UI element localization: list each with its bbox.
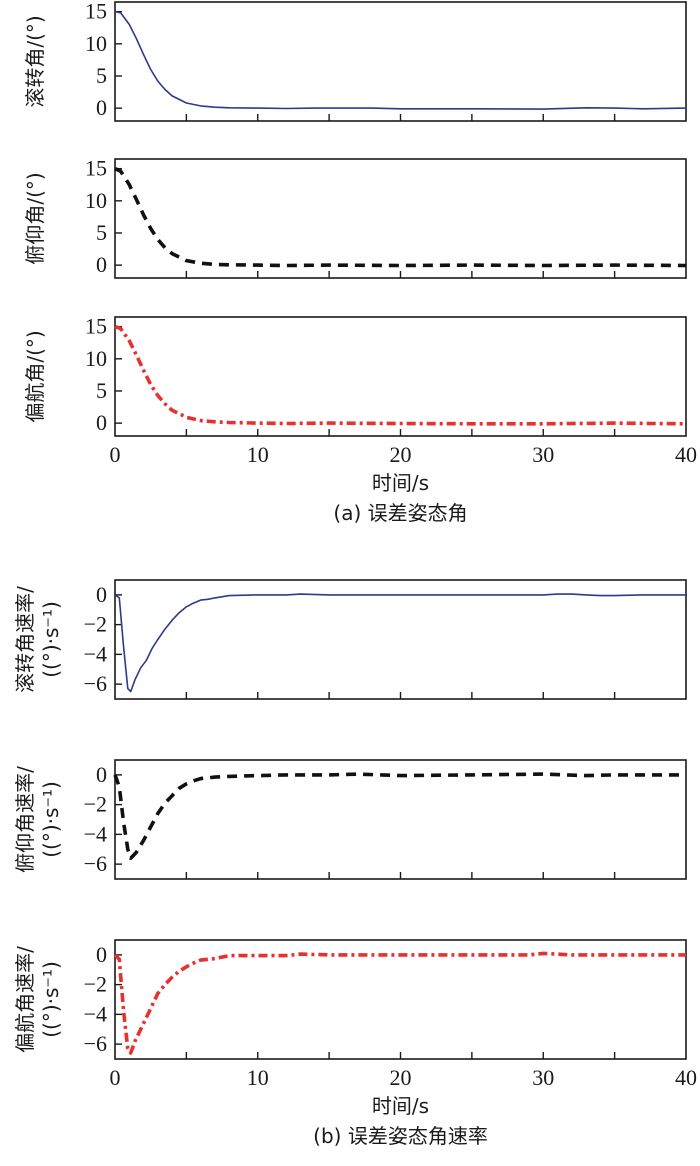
x-tick-label: 0 [110,442,121,467]
y-tick-label: 0 [96,582,107,607]
y-axis-unit-label: ((°)·s⁻¹) [39,961,63,1038]
plot-frame [114,1,687,122]
panel-roll: 0 5 10 15 滚转角/(°) [23,0,687,122]
y-tick-label: 10 [85,188,107,213]
x-tick-label: 20 [390,1065,412,1090]
y-tick-label: −6 [84,1031,107,1056]
y-tick-label: 15 [85,314,107,339]
plot-frame [114,316,687,437]
y-axis-label: 俯仰角/(°) [23,172,47,264]
y-axis-unit-label: ((°)·s⁻¹) [39,601,63,678]
y-axis-label: 偏航角速率/ [13,946,37,1053]
x-tick-label: 10 [247,442,269,467]
plot-frame [114,939,687,1060]
y-axis-label: 滚转角/(°) [23,15,47,107]
x-tick-label: 10 [247,1065,269,1090]
series-line-pitch [114,166,687,268]
x-tick-label: 0 [110,1065,121,1090]
plot-frame [114,579,687,700]
y-tick-label: 0 [96,762,107,787]
series-line-yaw-rate [113,951,686,1055]
y-tick-label: −4 [84,1001,107,1026]
y-tick-label: −6 [84,851,107,876]
plot-frame [114,158,687,279]
series-line-pitch-rate [113,772,686,861]
y-tick-label: 0 [96,410,107,435]
x-tick-label: 40 [675,1065,697,1090]
y-tick-label: −2 [84,972,107,997]
panel-roll-rate: 0 −2 −4 −6 滚转角速率/((°)·s⁻¹) [13,579,687,700]
series-line-roll [114,10,687,110]
y-tick-label: −6 [84,671,107,696]
x-tick-label: 30 [532,1065,554,1090]
series-line-roll-rate [114,593,686,693]
y-axis-label: 滚转角速率/ [13,586,37,693]
x-tick-label: 30 [532,442,554,467]
y-tick-label: 15 [85,156,107,181]
x-tick-label: 40 [675,442,697,467]
y-tick-label: 0 [96,942,107,967]
y-axis-unit-label: ((°)·s⁻¹) [39,781,63,858]
panel-pitch: 0 5 10 15 俯仰角/(°) [23,156,687,279]
figure-caption: (b) 误差姿态角速率 [313,1124,488,1148]
y-tick-label: −4 [84,821,107,846]
y-tick-label: 10 [85,31,107,56]
figure-caption: (a) 误差姿态角 [333,501,467,525]
y-tick-label: 0 [96,95,107,120]
y-tick-label: 5 [96,220,107,245]
panel-yaw: 0 5 10 15 0 10 20 30 40 偏航角/(°) 时间/s (a) 误差姿态角 [23,314,697,525]
y-tick-label: 10 [85,346,107,371]
series-line-yaw [114,324,687,426]
y-tick-label: −2 [84,792,107,817]
y-tick-label: 15 [85,0,107,24]
y-tick-label: −2 [84,612,107,637]
y-tick-label: 5 [96,378,107,403]
y-axis-label: 俯仰角速率/ [13,766,37,873]
x-axis-label: 时间/s [372,471,429,495]
y-tick-label: 0 [96,252,107,277]
y-axis-label: 偏航角/(°) [23,330,47,422]
panels: 0 5 10 15 滚转角/(°) 0 5 10 15 俯仰角/(°) 0 5 10 15 0 10 20 30 4… [13,0,697,1148]
y-tick-label: −4 [84,641,107,666]
y-tick-label: 5 [96,63,107,88]
x-axis-label: 时间/s [372,1094,429,1118]
x-tick-label: 20 [390,442,412,467]
panel-pitch-rate: 0 −2 −4 −6 俯仰角速率/((°)·s⁻¹) [13,759,687,880]
